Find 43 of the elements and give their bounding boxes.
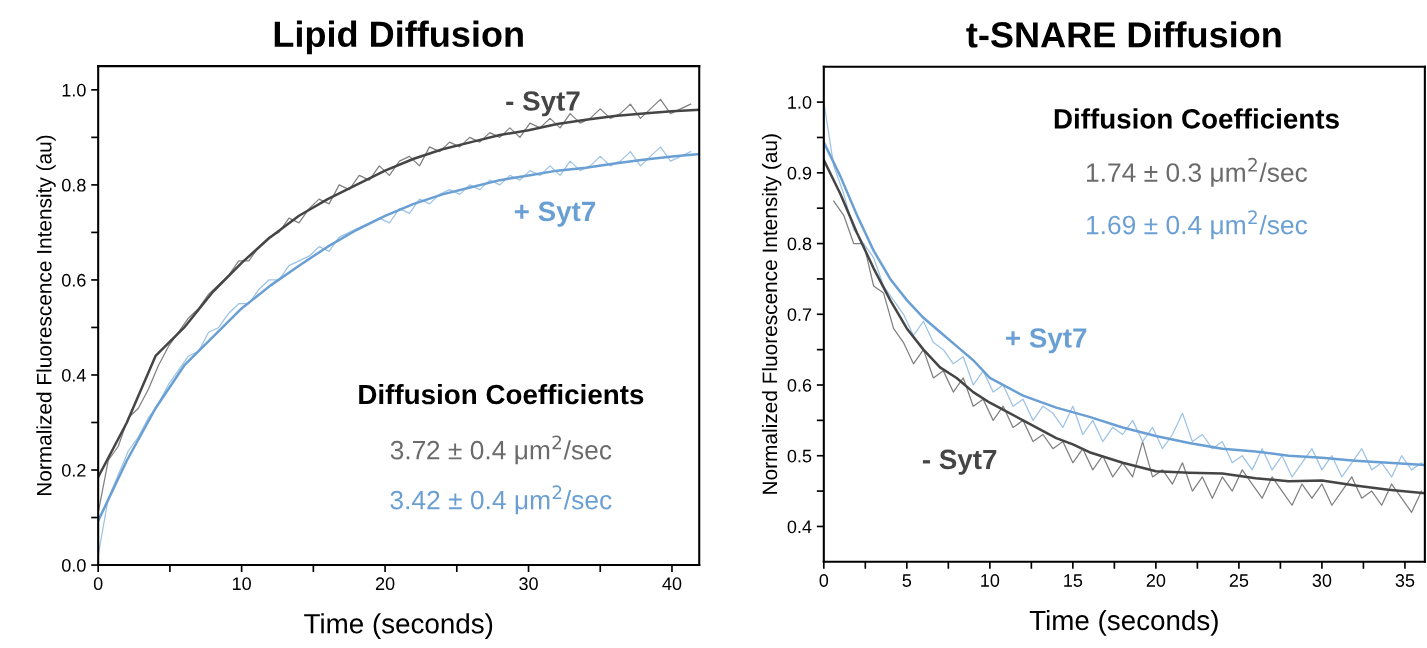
y-tick-label: 0.7 — [787, 308, 812, 321]
annotation: Diffusion Coefficients — [359, 383, 644, 405]
annotation: 1.69 ± 0.4 μm$^{2}$/sec — [1086, 210, 1308, 240]
y-tick-label: 0.5 — [787, 449, 812, 463]
y-tick-label: 0.4 — [787, 520, 812, 534]
y-tick-label: 0.2 — [61, 463, 86, 477]
series-label: + Syt7 — [1006, 328, 1087, 354]
series-label: + Syt7 — [514, 201, 596, 227]
y-tick-label: 0.0 — [61, 558, 86, 572]
x-tick-label: 10 — [232, 577, 251, 591]
y-tick-label: 0.8 — [787, 237, 812, 251]
y-tick-label: 1.0 — [788, 96, 812, 109]
annotation: Diffusion Coefficients — [1054, 108, 1339, 129]
annotation: 3.72 ± 0.4 μm$^{2}$/sec — [390, 435, 612, 465]
x-tick-label: 40 — [662, 577, 682, 591]
y-tick-label: 0.6 — [787, 378, 812, 392]
x-axis-title: Time (seconds) — [1029, 609, 1218, 636]
x-tick-label: 10 — [981, 574, 1000, 587]
y-tick-label: 0.8 — [61, 178, 86, 192]
annotation: 1.74 ± 0.3 μm$^{2}$/sec — [1086, 157, 1308, 187]
y-tick-label: 0.6 — [61, 273, 86, 287]
x-tick-label: 35 — [1395, 574, 1415, 587]
x-tick-label: 5 — [902, 574, 912, 587]
y-tick-label: 1.0 — [62, 83, 86, 97]
chart-title: t-SNARE Diffusion — [966, 21, 1281, 48]
x-tick-label: 30 — [519, 577, 538, 591]
x-tick-label: 20 — [1146, 574, 1166, 587]
x-tick-label: 0 — [819, 574, 829, 587]
chart-title: Lipid Diffusion — [274, 20, 523, 55]
line-series — [833, 200, 1423, 513]
annotation: 3.42 ± 0.4 μm$^{2}$/sec — [390, 485, 612, 515]
y-tick-label: 0.9 — [787, 166, 812, 180]
x-tick-label: 30 — [1312, 574, 1332, 587]
x-tick-label: 25 — [1229, 574, 1249, 587]
series-label: - Syt7 — [922, 449, 997, 475]
x-axis-title: Time (seconds) — [304, 613, 493, 640]
x-tick-label: 0 — [93, 577, 103, 591]
series-label: - Syt7 — [506, 91, 580, 117]
y-tick-label: 0.4 — [61, 368, 86, 382]
x-tick-label: 15 — [1064, 574, 1083, 587]
y-axis-title: Normalized Fluorescence Intensity (au) — [36, 135, 56, 496]
x-tick-label: 20 — [375, 577, 395, 591]
y-axis-title: Normalized Fluorescence Intensity (au) — [761, 134, 782, 494]
